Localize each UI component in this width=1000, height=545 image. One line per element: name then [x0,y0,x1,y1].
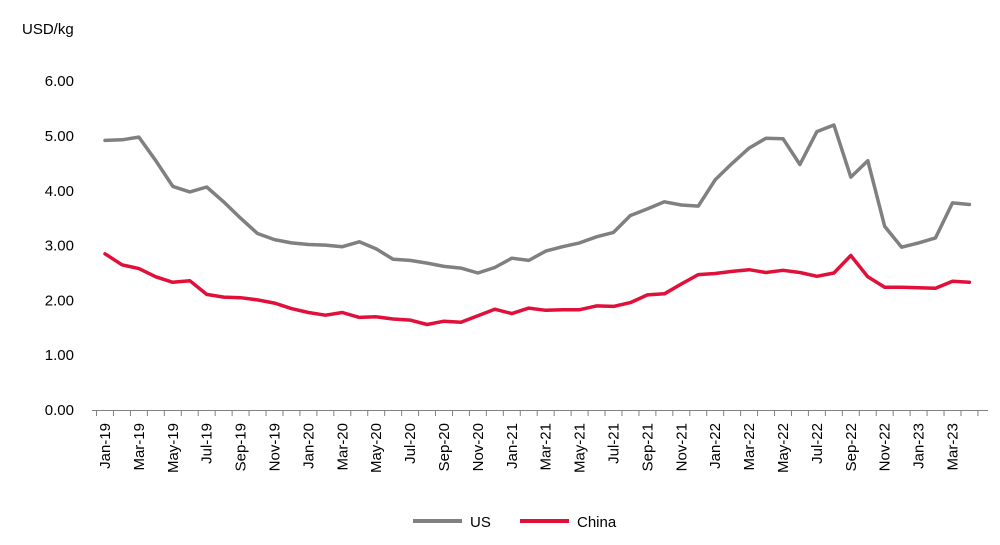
x-tick-label: Jan-22 [707,423,724,469]
x-tick-label: Nov-21 [673,423,690,471]
x-axis-ticks: Jan-19 Mar-19 May-19 Jul-19 Sep-19 Nov-19 Jan-… [96,410,979,473]
x-tick-label: Mar-22 [741,423,758,471]
x-tick-label: Jul-22 [809,423,826,464]
x-tick-label: Mar-20 [334,423,351,471]
y-tick-label: 5.00 [45,128,74,145]
x-tick-label: Sep-22 [843,423,860,471]
x-tick-label: Jul-21 [606,423,623,464]
x-tick-label: Mar-21 [538,423,555,471]
x-tick-label: Mar-23 [945,423,962,471]
series-lines [103,123,972,327]
x-tick-label: Jan-20 [300,423,317,469]
x-tick-label: Jan-21 [504,423,521,469]
x-tick-label: Mar-19 [131,423,148,471]
x-tick-label: Sep-21 [639,423,656,471]
x-tick-label: May-21 [572,423,589,473]
x-tick-label: Nov-20 [470,423,487,471]
y-tick-label: 3.00 [45,238,74,255]
x-tick-label: Nov-22 [877,423,894,471]
x-tick-label: Jul-20 [402,423,419,464]
x-tick-label: May-20 [368,423,385,473]
x-tick-label: Sep-20 [436,423,453,471]
legend-label-china: China [577,514,617,531]
y-tick-label: 2.00 [45,292,74,309]
x-tick-label: Jan-23 [911,423,928,469]
x-tick-label: Nov-19 [267,423,284,471]
x-tick-label: Jan-19 [97,423,114,469]
y-tick-label: 4.00 [45,183,74,200]
y-tick-label: 1.00 [45,347,74,364]
y-axis-ticks: 0.00 1.00 2.00 3.00 4.00 5.00 6.00 [45,73,74,419]
x-tick-label: May-22 [775,423,792,473]
series-line-china [103,252,972,327]
x-tick-label: Sep-19 [233,423,250,471]
legend-label-us: US [470,514,491,531]
y-tick-label: 6.00 [45,73,74,90]
x-tick-label: Jul-19 [199,423,216,464]
legend: US China [413,514,617,531]
y-tick-label: 0.00 [45,402,74,419]
x-tick-label: May-19 [165,423,182,473]
series-line-us [103,123,972,275]
y-axis-unit-label: USD/kg [22,21,74,38]
